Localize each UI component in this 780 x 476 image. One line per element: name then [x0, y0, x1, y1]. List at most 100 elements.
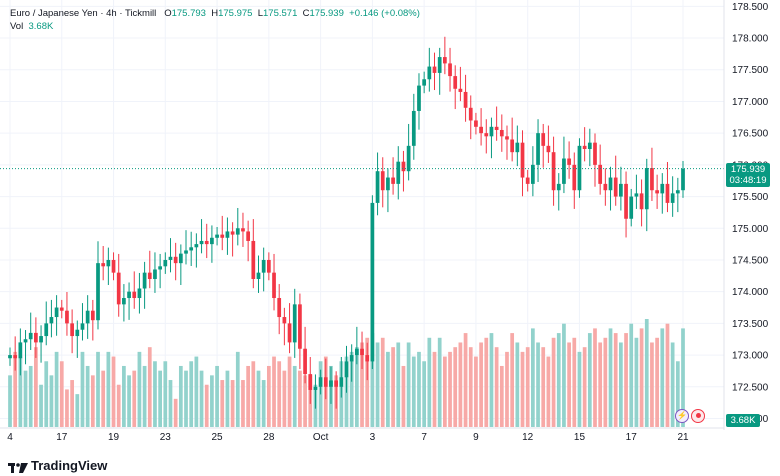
candle-body	[70, 323, 74, 337]
price-tick-label: 178.000	[732, 34, 769, 45]
candle-body	[582, 145, 587, 150]
candle-body	[199, 240, 204, 245]
candle-body	[619, 183, 623, 197]
tradingview-logo-icon	[8, 461, 28, 473]
volume-bar	[199, 370, 204, 427]
candle-body	[298, 304, 302, 349]
volume-bar	[137, 351, 142, 427]
record-dot-icon[interactable]	[691, 409, 705, 423]
candle-body	[515, 142, 520, 153]
brand-logo[interactable]: TradingView	[8, 458, 107, 473]
volume-bar	[541, 347, 546, 427]
volume-bar	[370, 333, 375, 427]
volume-bar	[49, 375, 54, 427]
candle-body	[406, 145, 411, 172]
candle-body	[287, 323, 292, 343]
candle-body	[75, 329, 80, 337]
candle-body	[670, 193, 675, 203]
candle-body	[80, 323, 85, 330]
volume-bar	[386, 351, 390, 427]
candle-body	[396, 161, 401, 184]
close-value: 175.939	[309, 8, 344, 19]
candle-body	[147, 272, 152, 279]
volume-bar	[422, 361, 427, 427]
candle-body	[142, 272, 147, 289]
price-tick-label: 174.000	[732, 287, 769, 298]
volume-bar	[458, 342, 463, 427]
price-tick-label: 177.500	[732, 65, 769, 76]
volume-bar	[266, 365, 271, 427]
candle-body	[18, 342, 23, 359]
volume-bar	[587, 333, 592, 427]
price-tick-label: 174.500	[732, 255, 769, 266]
candle-body	[546, 145, 551, 153]
high-label: H	[211, 8, 219, 19]
volume-bar	[639, 328, 644, 427]
volume-bar	[8, 375, 12, 427]
price-tick-label: 176.500	[732, 129, 769, 140]
volume-tag: 3.68K	[726, 414, 760, 427]
candle-body	[101, 263, 106, 267]
candle-body	[417, 85, 421, 111]
candle-body	[158, 266, 162, 270]
volume-bar	[432, 351, 437, 427]
candle-body	[474, 120, 478, 127]
candle-body	[256, 272, 261, 279]
candle-body	[644, 168, 649, 210]
volume-bar	[256, 370, 261, 427]
candle-body	[613, 177, 618, 197]
volume-bar	[106, 351, 111, 427]
candle-body	[442, 57, 447, 64]
candle-body	[34, 332, 38, 343]
candle-body	[463, 91, 468, 108]
brand-name: TradingView	[31, 458, 108, 473]
volume-bar	[479, 342, 483, 427]
volume-bar	[158, 370, 162, 427]
price-axis[interactable]: 178.500178.000177.500177.000176.500176.0…	[732, 2, 769, 425]
time-axis[interactable]: 4 17 19 23 25 28 Oct 3 7 9 12 15 17 21	[7, 432, 689, 443]
candle-body	[334, 380, 339, 387]
candle-body	[634, 193, 639, 197]
volume-bar	[572, 337, 577, 427]
volume-bar	[453, 347, 458, 427]
close-label: C	[302, 8, 310, 19]
volume-bar	[598, 342, 603, 427]
volume-bar	[225, 370, 230, 427]
candle-body	[360, 348, 364, 356]
legend-row-volume: Vol 3.68K	[10, 20, 420, 33]
candle-body	[246, 231, 251, 241]
volume-bar	[292, 365, 297, 427]
volume-bar	[65, 389, 69, 427]
volume-bar	[101, 370, 106, 427]
volume-bar	[531, 328, 535, 427]
candle-body	[422, 79, 427, 86]
candle-body	[39, 336, 43, 343]
volume-bar	[210, 375, 214, 427]
volume-bar	[520, 351, 525, 427]
candle-body	[453, 76, 458, 89]
volume-bar	[54, 351, 59, 427]
time-tick-label: 17	[56, 432, 68, 443]
volume-bar	[70, 380, 74, 427]
candle-body	[13, 355, 18, 359]
candle-layer	[8, 36, 685, 409]
candle-body	[593, 142, 597, 165]
symbol-title[interactable]: Euro / Japanese Yen · 4h · Tickmill	[10, 8, 157, 19]
candle-body	[28, 332, 33, 340]
volume-bar	[13, 351, 18, 427]
open-label: O	[164, 8, 172, 19]
candle-body	[448, 63, 452, 77]
candle-body	[675, 190, 680, 194]
volume-bar	[613, 333, 618, 427]
volume-bar	[556, 333, 561, 427]
volume-label[interactable]: Vol	[10, 21, 24, 32]
volume-bar	[122, 365, 126, 427]
lightning-icon[interactable]: ⚡	[675, 409, 689, 423]
candle-body	[401, 161, 406, 172]
candle-body	[494, 126, 499, 130]
candle-body	[251, 240, 256, 279]
candle-body	[370, 202, 375, 362]
volume-bar	[168, 380, 173, 427]
candle-body	[230, 231, 235, 235]
